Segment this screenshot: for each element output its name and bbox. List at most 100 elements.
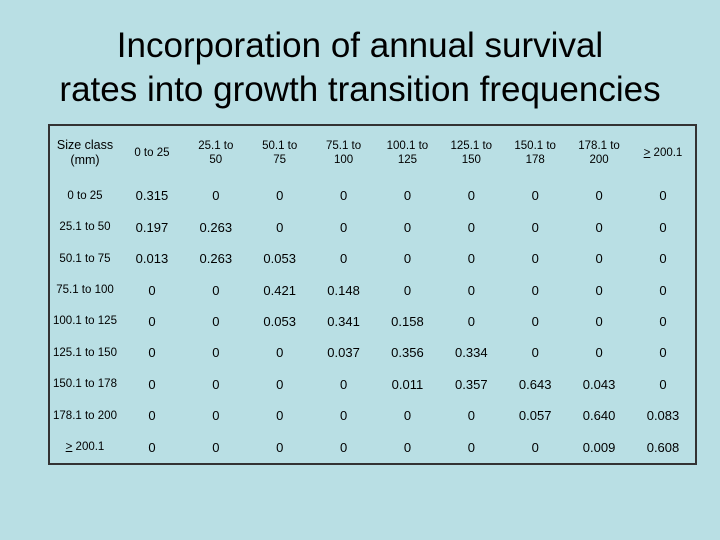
table-row: 100.1 to 125 0 0 0.053 0.341 0.158 0 0 0 0	[50, 306, 695, 337]
transition-frequency-cell: 0	[212, 313, 220, 329]
table-row: 25.1 to 50 0.197 0.263 0 0 0 0 0 0 0	[50, 211, 695, 242]
column-header-line: 50.1 to	[262, 140, 298, 152]
transition-frequency-cell: 0	[212, 408, 220, 424]
transition-frequency-cell: 0	[659, 282, 667, 298]
table-row: 125.1 to 150 0 0 0 0.037 0.356 0.334 0 0 0	[50, 337, 695, 368]
transition-frequency-cell: 0.334	[455, 345, 488, 361]
transition-frequency-cell: 0.043	[582, 376, 616, 392]
transition-frequency-cell: 0	[531, 439, 539, 455]
transition-frequency-cell: 0	[595, 188, 603, 204]
column-header-100-1-to-125: 100.1 to 125	[376, 126, 440, 180]
transition-frequency-cell: 0	[148, 345, 156, 361]
column-header-line: 178	[525, 154, 545, 166]
column-header-line: 50	[209, 154, 223, 166]
transition-frequency-cell: 0.263	[199, 251, 233, 267]
transition-frequency-cell: 0.263	[199, 219, 233, 235]
transition-frequency-cell: 0.011	[391, 376, 424, 392]
transition-frequency-cell: 0	[276, 345, 284, 361]
transition-frequency-cell: 0	[531, 313, 539, 329]
transition-frequency-cell: 0.640	[582, 408, 616, 424]
transition-frequency-cell: 0	[276, 219, 284, 235]
table-row: 150.1 to 178 0 0 0 0 0.011 0.357 0.643 0.043 0	[50, 369, 695, 400]
title-line-2: rates into growth transition frequencies	[59, 70, 661, 109]
table-header-row: Size class (mm) 0 to 25 25.1 to 50 50.1 to 7…	[50, 126, 695, 180]
row-header-150-1-to-178: 150.1 to 178	[53, 378, 117, 391]
transition-frequency-cell: 0.057	[518, 408, 552, 424]
table-row: > 200.1 0 0 0 0 0 0 0 0.009 0.608	[50, 432, 695, 464]
column-header-line: 100	[333, 154, 354, 166]
transition-frequency-cell: 0	[148, 439, 156, 455]
transition-frequency-cell: 0.315	[135, 188, 169, 204]
column-header-ge-200-1: > 200.1	[631, 126, 695, 180]
row-header-0-to-25: 0 to 25	[67, 189, 103, 202]
row-header-125-1-to-150: 125.1 to 150	[53, 346, 117, 359]
transition-frequency-cell: 0.013	[135, 251, 169, 267]
transition-frequency-cell: 0	[403, 219, 412, 235]
corner-header-line-1: Size class	[56, 138, 114, 152]
transition-frequency-cell: 0	[531, 219, 539, 235]
transition-frequency-cell: 0	[212, 188, 220, 204]
transition-frequency-cell: 0	[148, 313, 156, 329]
transition-frequency-cell: 0.158	[391, 313, 424, 329]
transition-frequency-cell: 0	[467, 282, 475, 298]
transition-frequency-cell: 0	[467, 408, 475, 424]
transition-frequency-cell: 0	[531, 251, 539, 267]
transition-frequency-cell: 0	[467, 439, 475, 455]
transition-frequency-cell: 0.053	[263, 313, 296, 329]
transition-frequency-cell: 0.341	[327, 313, 360, 329]
row-header-75-1-to-100: 75.1 to 100	[56, 284, 114, 297]
column-header-line: 125	[397, 154, 418, 166]
transition-frequency-cell: 0.053	[263, 251, 296, 267]
transition-frequency-cell: 0	[659, 345, 667, 361]
corner-header-line-2: (mm)	[70, 153, 100, 167]
table-body: 0 to 25 0.315 0 0 0 0 0 0 0 0 25.1 to 50 0.197 0.263…	[50, 180, 695, 463]
transition-frequency-cell: 0	[467, 251, 475, 267]
transition-frequency-cell: 0	[403, 439, 412, 455]
column-header-75-1-to-100: 75.1 to 100	[312, 126, 376, 180]
table-row: 50.1 to 75 0.013 0.263 0.053 0 0 0 0 0 0	[50, 243, 695, 274]
transition-frequency-cell: 0	[339, 188, 348, 204]
transition-frequency-cell: 0.608	[646, 439, 680, 455]
transition-table-frame: Size class (mm) 0 to 25 25.1 to 50 50.1 to 7…	[48, 124, 697, 465]
transition-frequency-cell: 0.357	[455, 376, 488, 392]
transition-frequency-cell: 0	[276, 188, 284, 204]
transition-frequency-cell: 0	[339, 219, 348, 235]
transition-frequency-cell: 0	[339, 251, 348, 267]
transition-frequency-cell: 0	[595, 251, 603, 267]
column-header-line: 125.1 to	[450, 140, 493, 152]
transition-frequency-cell: 0.197	[135, 219, 169, 235]
transition-frequency-cell: 0	[339, 376, 348, 392]
column-header-178-1-to-200: 178.1 to 200	[567, 126, 631, 180]
transition-frequency-cell: 0	[531, 282, 539, 298]
transition-frequency-cell: 0	[403, 188, 412, 204]
transition-frequency-cell: 0	[595, 219, 603, 235]
slide-title: Incorporation of annual survival rates i…	[0, 24, 720, 112]
column-header-line: 75.1 to	[325, 140, 362, 152]
column-header-line: 75	[273, 154, 287, 166]
transition-frequency-cell: 0	[467, 188, 475, 204]
transition-frequency-cell: 0	[659, 376, 667, 392]
column-header-line: > 200.1	[643, 147, 683, 159]
transition-frequency-cell: 0	[595, 345, 603, 361]
transition-frequency-cell: 0	[531, 188, 539, 204]
column-header-line: 178.1 to	[578, 140, 620, 152]
transition-frequency-cell: 0	[212, 345, 220, 361]
transition-frequency-cell: 0	[339, 408, 348, 424]
column-header-line: 150.1 to	[514, 140, 556, 152]
greater-or-equal-symbol: >	[643, 147, 651, 159]
table-row: 75.1 to 100 0 0 0.421 0.148 0 0 0 0 0	[50, 274, 695, 305]
table-row: 178.1 to 200 0 0 0 0 0 0 0.057 0.640 0.083	[50, 400, 695, 431]
transition-frequency-cell: 0.037	[327, 345, 360, 361]
transition-frequency-cell: 0.083	[646, 408, 680, 424]
transition-frequency-cell: 0.643	[518, 376, 552, 392]
transition-frequency-cell: 0	[659, 219, 667, 235]
row-header-100-1-to-125: 100.1 to 125	[53, 315, 117, 328]
transition-frequency-cell: 0	[276, 439, 284, 455]
transition-frequency-cell: 0	[276, 376, 284, 392]
row-header-ge-200-1: > 200.1	[65, 441, 105, 454]
column-header-50-1-to-75: 50.1 to 75	[248, 126, 312, 180]
transition-frequency-cell: 0	[659, 251, 667, 267]
column-header-25-1-to-50: 25.1 to 50	[184, 126, 248, 180]
row-header-25-1-to-50: 25.1 to 50	[59, 221, 111, 234]
